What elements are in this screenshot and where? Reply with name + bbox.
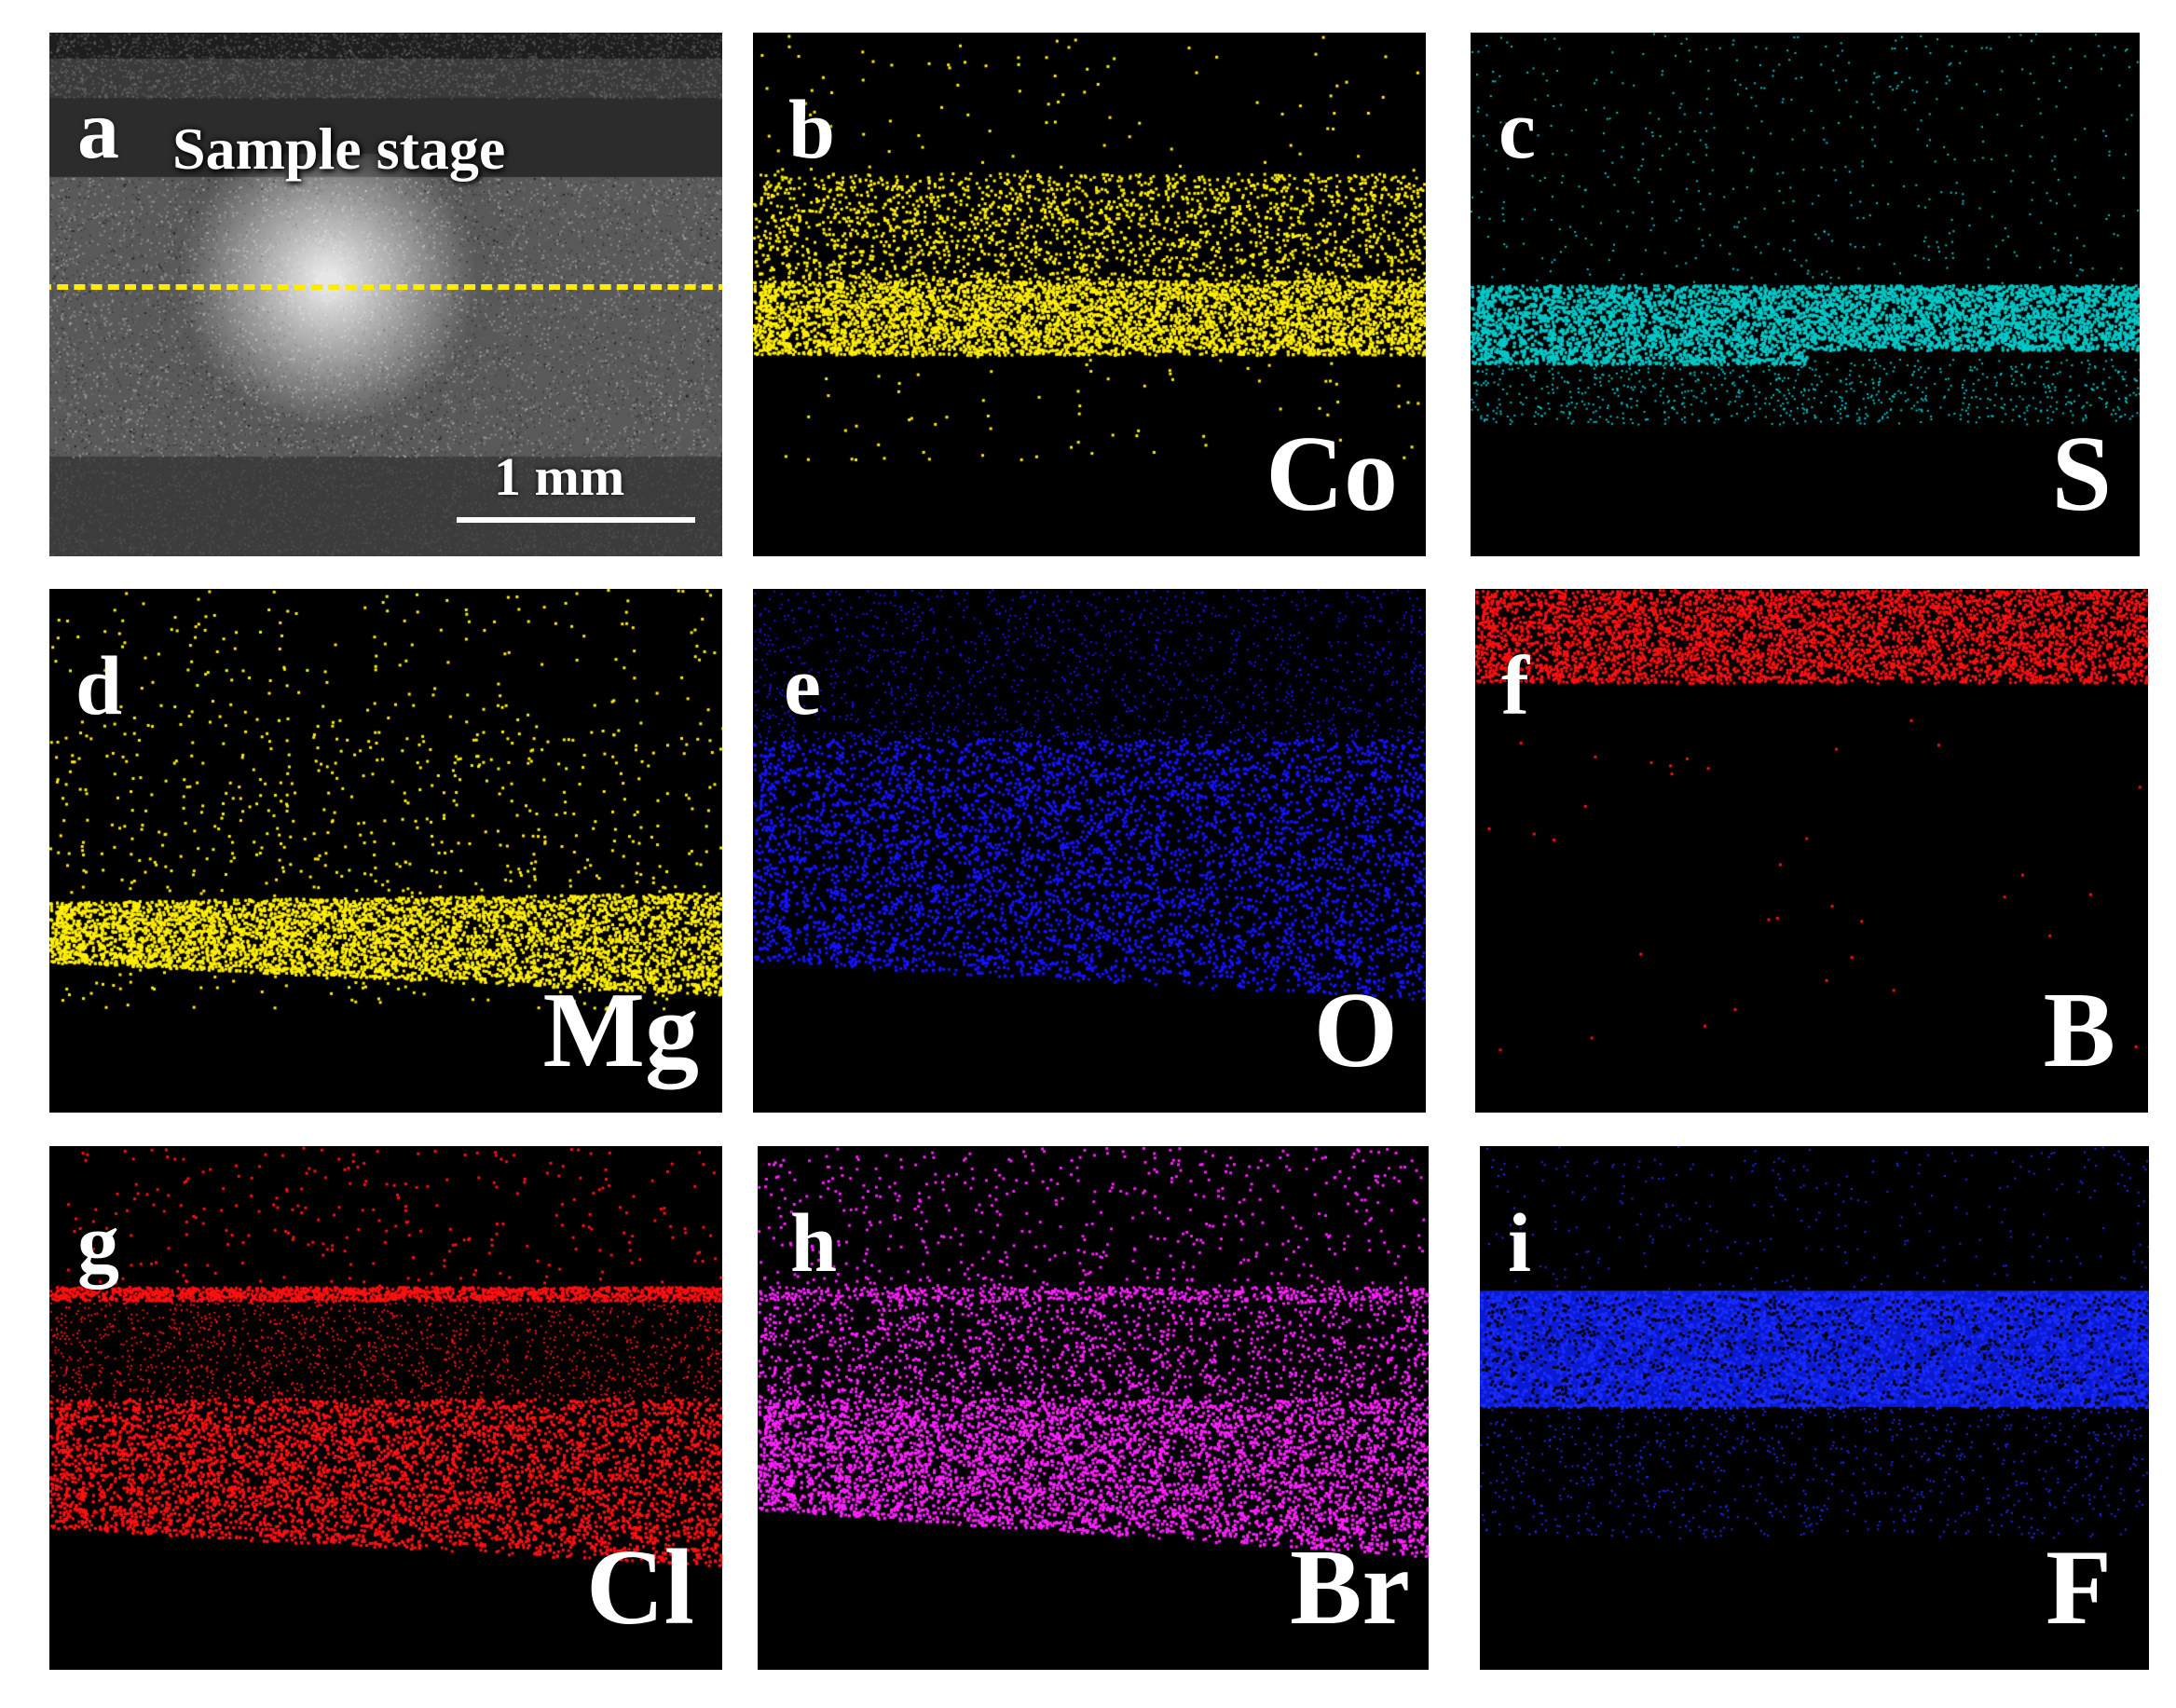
co-map-canvas: [753, 33, 1426, 556]
panel-g-cl-map: g Cl: [49, 1146, 722, 1670]
panel-letter: g: [77, 1197, 119, 1290]
panel-letter: e: [784, 640, 821, 732]
br-map-canvas: [758, 1146, 1429, 1670]
cl-map-canvas: [49, 1146, 722, 1670]
panel-i-f-map: i F: [1480, 1146, 2149, 1670]
sem-image-canvas: [49, 33, 722, 556]
element-label: Cl: [586, 1528, 694, 1647]
dashed-line-marker: [49, 284, 722, 290]
o-map-canvas: [753, 589, 1426, 1113]
element-label: Br: [1290, 1528, 1410, 1647]
panel-letter: b: [788, 84, 836, 176]
panel-f-b-map: f B: [1475, 589, 2148, 1113]
panel-h-br-map: h Br: [758, 1146, 1429, 1670]
panel-letter: c: [1499, 84, 1536, 176]
panel-letter: i: [1508, 1197, 1532, 1290]
s-map-canvas: [1471, 33, 2140, 556]
element-label: Co: [1266, 415, 1398, 534]
panel-letter: f: [1501, 640, 1529, 732]
panel-c-s-map: c S: [1471, 33, 2140, 556]
panel-letter: a: [77, 84, 119, 176]
panel-letter: d: [75, 640, 123, 732]
mg-map-canvas: [49, 589, 722, 1113]
panel-a-sem-image: a Sample stage 1 mm: [49, 33, 722, 556]
scale-bar: [457, 517, 695, 523]
panel-d-mg-map: d Mg: [49, 589, 722, 1113]
sample-stage-label: Sample stage: [172, 116, 506, 182]
b-map-canvas: [1475, 589, 2148, 1113]
element-label: S: [2051, 415, 2112, 534]
element-label: O: [1313, 971, 1398, 1090]
scale-bar-label: 1 mm: [494, 446, 625, 507]
panel-letter: h: [790, 1197, 838, 1290]
element-label: B: [2043, 971, 2115, 1090]
panel-e-o-map: e O: [753, 589, 1426, 1113]
element-label: F: [2046, 1528, 2112, 1647]
element-label: Mg: [542, 971, 700, 1090]
panel-b-co-map: b Co: [753, 33, 1426, 556]
f-map-canvas: [1480, 1146, 2149, 1670]
